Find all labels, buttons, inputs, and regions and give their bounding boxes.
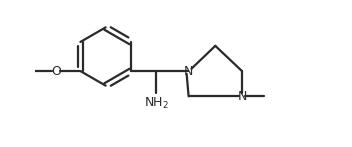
Text: N: N: [184, 65, 193, 78]
Text: O: O: [51, 65, 61, 78]
Text: N: N: [237, 90, 247, 103]
Text: NH$_2$: NH$_2$: [144, 96, 169, 111]
